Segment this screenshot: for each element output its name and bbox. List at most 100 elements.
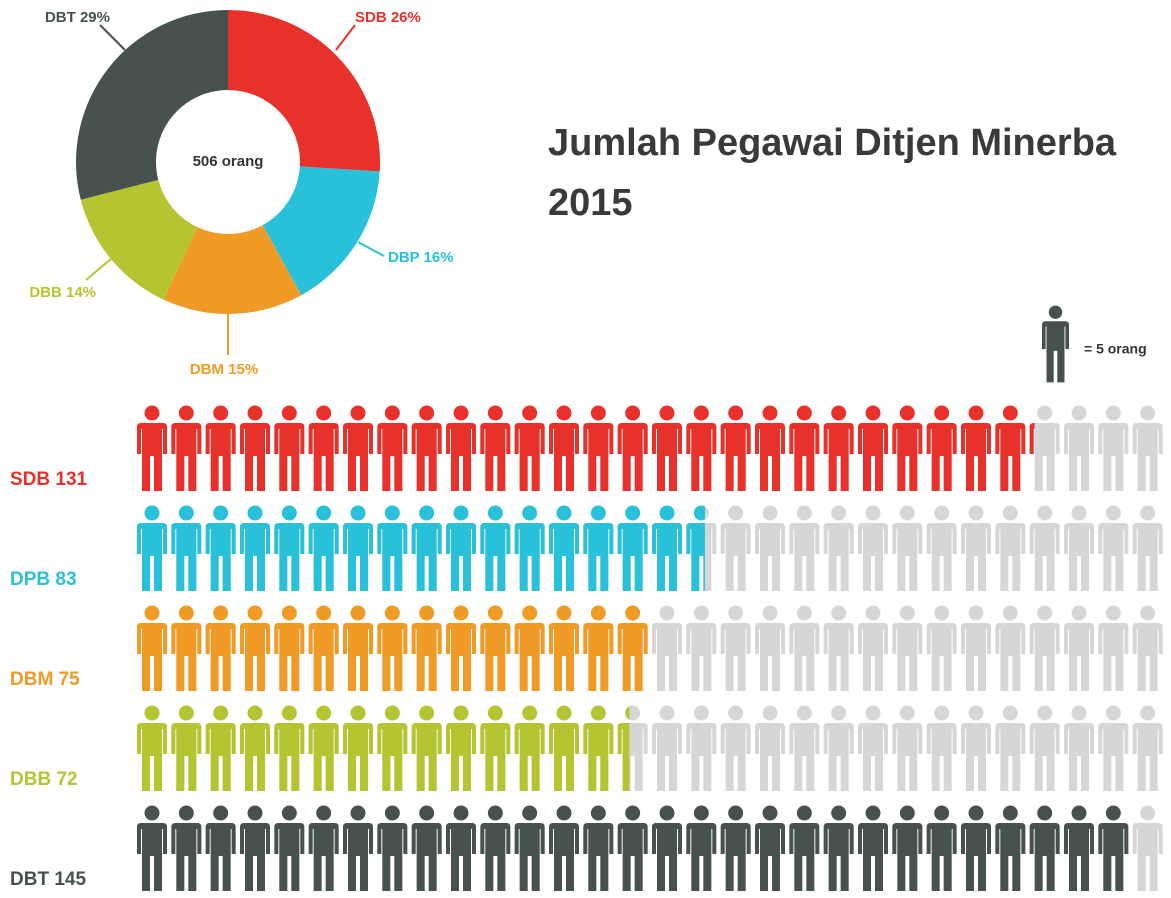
- person-icon: [583, 705, 614, 791]
- person-icon: [274, 705, 305, 791]
- person-icon: [686, 605, 717, 691]
- person-icon: [1064, 405, 1094, 491]
- person-icon: [308, 605, 339, 691]
- person-icon: [377, 405, 408, 491]
- person-icon: [411, 805, 442, 891]
- person-icon: [549, 705, 579, 791]
- person-icon: [1064, 805, 1094, 891]
- person-icon: [343, 505, 373, 591]
- person-icon: [514, 505, 545, 591]
- person-icon: [308, 405, 339, 491]
- person-icon: [1132, 605, 1163, 691]
- person-icon: [274, 805, 305, 891]
- person-icon: [480, 405, 511, 491]
- person-icon: [480, 705, 511, 791]
- donut-slice: [80, 179, 198, 300]
- person-icon: [343, 405, 373, 491]
- person-icon: [240, 605, 270, 691]
- person-icon: [686, 805, 717, 891]
- person-icon: [926, 805, 957, 891]
- person-icon: [205, 705, 236, 791]
- person-icon: [789, 405, 820, 491]
- person-icon: [755, 605, 785, 691]
- person-icon: [823, 705, 854, 791]
- person-icon: [858, 805, 888, 891]
- person-icon: [617, 805, 648, 891]
- person-icon: [926, 605, 957, 691]
- person-icon: [171, 505, 202, 591]
- leader-line: [357, 241, 385, 257]
- person-icon: [961, 505, 991, 591]
- person-icon: [137, 605, 167, 691]
- person-icon: [961, 405, 991, 491]
- person-icon: [926, 705, 957, 791]
- person-icon: [1029, 705, 1060, 791]
- person-icon: [789, 505, 820, 591]
- donut-slice: [228, 10, 380, 172]
- row-label: DBT 145: [10, 869, 86, 890]
- person-icon: [961, 605, 991, 691]
- person-icon: [171, 605, 202, 691]
- person-icon: [617, 705, 648, 791]
- person-icon: [480, 805, 511, 891]
- person-icon: [137, 805, 167, 891]
- person-icon: [240, 705, 270, 791]
- slice-label: SDB 26%: [355, 9, 421, 26]
- person-icon: [446, 605, 476, 691]
- person-icon: [961, 805, 991, 891]
- person-icon: [205, 505, 236, 591]
- person-icon: [583, 605, 614, 691]
- person-icon: [858, 505, 888, 591]
- person-icon: [823, 805, 854, 891]
- person-icon: [995, 805, 1026, 891]
- leader-line: [99, 24, 126, 51]
- unit-icon: [1042, 305, 1069, 383]
- person-icon: [171, 705, 202, 791]
- person-icon: [652, 405, 682, 491]
- donut-slice: [76, 10, 228, 200]
- person-icon: [1029, 505, 1060, 591]
- person-icon: [514, 805, 545, 891]
- person-icon: [1098, 605, 1129, 691]
- person-icon: [377, 505, 408, 591]
- person-icon: [446, 405, 476, 491]
- person-icon: [171, 805, 202, 891]
- person-icon: [205, 405, 236, 491]
- person-icon: [892, 705, 923, 791]
- person-icon: [205, 805, 236, 891]
- person-icon: [926, 405, 957, 491]
- leader-lines: [85, 24, 385, 355]
- person-icon: [377, 805, 408, 891]
- person-icon: [343, 605, 373, 691]
- person-icon: [686, 505, 705, 591]
- person-icon: [1132, 805, 1163, 891]
- person-icon: [1064, 705, 1094, 791]
- icon-row-filled: [137, 405, 1035, 491]
- person-icon: [1029, 805, 1060, 891]
- person-icon: [720, 805, 751, 891]
- person-icon: [308, 705, 339, 791]
- person-icon: [617, 405, 648, 491]
- person-icon: [377, 605, 408, 691]
- person-icon: [755, 805, 785, 891]
- person-icon: [240, 505, 270, 591]
- person-icon: [995, 505, 1026, 591]
- leader-line: [335, 24, 356, 51]
- person-icon: [652, 805, 682, 891]
- person-icon: [137, 505, 167, 591]
- row-label: DBM 75: [10, 669, 80, 690]
- person-icon: [995, 405, 1026, 491]
- center-label: 506 orang: [193, 153, 264, 170]
- person-icon: [652, 605, 682, 691]
- person-icon: [480, 605, 511, 691]
- person-icon: [995, 705, 1026, 791]
- person-icon: [789, 605, 820, 691]
- person-icon: [446, 805, 476, 891]
- person-icon: [549, 505, 579, 591]
- person-icon: [411, 705, 442, 791]
- icon-row-filled: [137, 805, 1129, 891]
- person-icon: [755, 705, 785, 791]
- person-icon: [995, 605, 1026, 691]
- person-icon: [1098, 405, 1129, 491]
